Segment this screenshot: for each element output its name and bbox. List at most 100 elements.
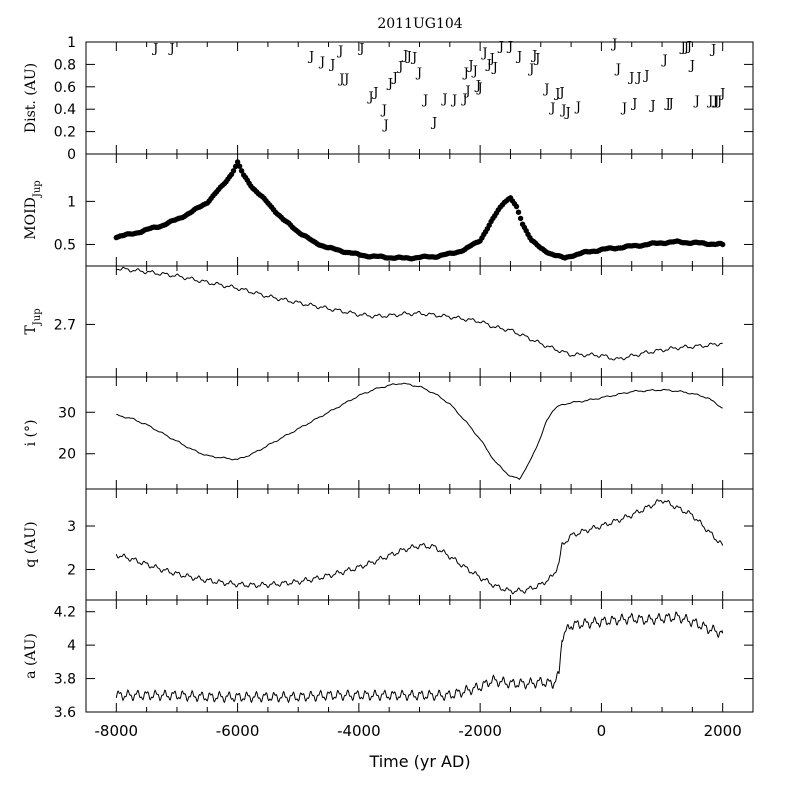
jupiter-encounter-marker: J — [559, 103, 566, 118]
jupiter-encounter-marker: J — [485, 57, 492, 72]
x-tick-label: -8000 — [95, 722, 139, 740]
jupiter-encounter-marker: J — [693, 94, 700, 109]
jupiter-encounter-marker: J — [630, 96, 637, 111]
panel-frame — [85, 153, 754, 267]
jupiter-encounter-marker: J — [401, 48, 408, 63]
x-tick-label: -2000 — [458, 722, 502, 740]
jupiter-encounter-marker: J — [533, 52, 540, 67]
jupiter-encounter-marker: J — [530, 48, 537, 63]
jupiter-encounter-marker: J — [553, 86, 560, 101]
y-tick-label: 3 — [67, 519, 76, 535]
jupiter-encounter-marker: J — [660, 53, 667, 68]
y-tick-label: 1 — [67, 35, 76, 51]
jupiter-encounter-marker: J — [463, 84, 470, 99]
jupiter-encounter-marker: J — [307, 49, 314, 64]
y-tick-label: 0.6 — [54, 80, 76, 96]
jupiter-encounter-marker: J — [491, 61, 498, 76]
jupiter-encounter-marker: J — [471, 64, 478, 79]
y-tick-label: 0.8 — [54, 57, 76, 73]
jupiter-encounter-marker: J — [466, 58, 473, 73]
jupiter-encounter-marker: J — [557, 85, 564, 100]
jupiter-encounter-marker: J — [574, 100, 581, 115]
jupiter-encounter-marker: J — [380, 103, 387, 118]
panel-incl: 20 30 i (°) — [23, 376, 754, 490]
y-tick-label: 30 — [58, 405, 76, 421]
jupiter-encounter-marker: J — [648, 99, 655, 114]
y-tick-label: 0.2 — [54, 125, 76, 141]
panel-q: 2 3 q (AU) — [23, 488, 754, 601]
moid-point — [515, 209, 522, 215]
jupiter-encounter-marker: J — [515, 49, 522, 64]
x-tick-label: 0 — [597, 722, 607, 740]
y-axis-label-q: q (AU) — [23, 521, 39, 567]
jupiter-encounter-marker: J — [682, 40, 689, 55]
jupiter-encounter-marker: J — [480, 46, 487, 61]
jupiter-encounter-marker: J — [476, 81, 483, 96]
y-tick-label: 2 — [67, 563, 76, 579]
jupiter-encounter-marker: J — [382, 118, 389, 133]
moid-point — [517, 215, 524, 222]
series-line-q — [115, 499, 724, 595]
jupiter-encounter-marker: J — [627, 71, 634, 86]
jupiter-encounter-marker: J — [715, 94, 722, 109]
panel-moid: 0.5 1 MOIDJup — [23, 153, 754, 267]
series-line-a — [115, 611, 724, 704]
jupiter-encounter-marker: J — [685, 39, 692, 54]
jupiter-encounter-marker: J — [342, 72, 349, 87]
jupiter-encounter-marker: J — [421, 93, 428, 108]
jupiter-encounter-marker: J — [391, 71, 398, 86]
y-tick-label: 1 — [67, 194, 76, 210]
panel-a: 3.6 3.8 4 4.2 a (AU) -8000 -6000 -4000 -2000 0 200… — [23, 599, 754, 740]
jupiter-encounter-marker: J — [430, 116, 437, 131]
jupiter-encounter-marker: J — [506, 39, 513, 54]
jupiter-encounter-marker: J — [151, 42, 158, 57]
jupiter-encounter-marker: J — [371, 85, 378, 100]
moid-point — [232, 163, 239, 170]
moid-point — [720, 241, 726, 248]
jupiter-encounter-marker: J — [663, 96, 670, 111]
jupiter-encounter-marker: J — [450, 93, 457, 108]
jupiter-encounter-marker: J — [709, 43, 716, 58]
jupiter-encounter-marker: J — [405, 49, 412, 64]
jupiter-encounter-marker: J — [712, 94, 719, 109]
y-axis-label-tjup: TJup — [23, 308, 43, 334]
panel-tjup: 2.7 TJup — [23, 265, 754, 378]
jupiter-encounter-marker: J — [527, 62, 534, 77]
panel-frame — [85, 265, 754, 378]
y-tick-label: 3.6 — [54, 705, 76, 721]
moid-point — [236, 163, 243, 169]
y-tick-label: 4.2 — [54, 605, 76, 621]
jupiter-encounter-marker: J — [667, 96, 674, 111]
jupiter-encounter-marker: J — [337, 72, 344, 87]
jupiter-encounter-marker: J — [718, 86, 725, 101]
x-axis-label: Time (yr AD) — [368, 752, 470, 771]
y-tick-label: 2.7 — [54, 317, 76, 333]
jupiter-encounter-marker: J — [711, 94, 718, 109]
x-tick-label: -6000 — [216, 722, 260, 740]
y-tick-label: 0 — [67, 147, 76, 163]
y-axis-label-dist: Dist. (AU) — [23, 63, 39, 133]
figure-title: 2011UG104 — [377, 16, 462, 32]
jupiter-encounter-marker: J — [548, 101, 555, 116]
jupiter-encounter-marker: J — [497, 39, 504, 54]
y-axis-label-moid: MOIDJup — [23, 180, 43, 239]
y-axis-label-incl: i (°) — [23, 420, 39, 447]
jupiter-encounter-marker: J — [462, 66, 469, 81]
jupiter-encounter-marker: J — [488, 52, 495, 67]
jupiter-encounter-marker: J — [167, 42, 174, 57]
moid-point — [513, 203, 520, 210]
moid-point — [230, 168, 237, 174]
moid-point — [238, 168, 245, 174]
jupiter-encounter-marker: J — [542, 82, 549, 97]
series-line-incl — [116, 382, 723, 480]
y-axis-label-a: a (AU) — [23, 633, 39, 679]
jupiter-encounter-marker: J — [610, 37, 617, 52]
y-axis-label-subscript: Jup — [32, 308, 43, 326]
panel-frame — [85, 376, 754, 490]
jupiter-encounter-marker: J — [366, 90, 373, 105]
y-tick-label: 0.5 — [54, 237, 76, 253]
jupiter-encounter-marker: J — [396, 60, 403, 75]
x-tick-label: -4000 — [337, 722, 381, 740]
y-tick-label: 0.4 — [54, 102, 76, 118]
